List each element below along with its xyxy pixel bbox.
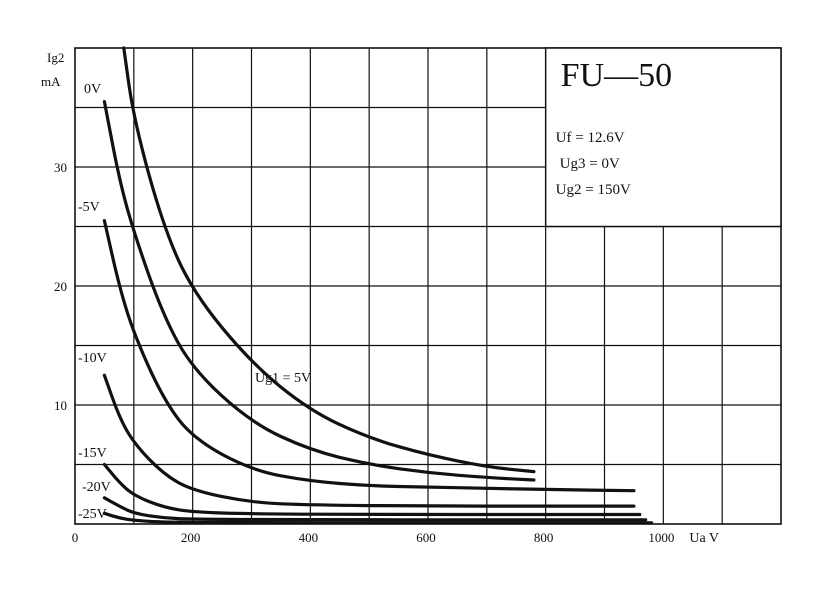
curve-labels: Ug1 = 5V 0V -5V -10V -15V -20V -25V [78,82,311,522]
chart-title: FU—50 [561,57,672,94]
x-tick-label: 200 [181,530,201,545]
y-axis-ticks: 10 20 30 [54,160,67,413]
curve-line [102,511,654,525]
condition-label: Ug2 = 150V [556,182,631,198]
x-tick-label: 0 [72,530,79,545]
curve-line [102,219,636,493]
x-axis-label: Ua V [689,531,719,546]
condition-label: Ug3 = 0V [560,156,620,172]
x-tick-label: 600 [416,530,436,545]
y-axis-label-quantity: Ig2 [47,50,64,65]
y-tick-label: 30 [54,160,67,175]
x-axis-ticks: 0 200 400 600 800 1000 [72,530,675,545]
characteristic-curves [102,46,654,525]
curve-label: -20V [82,480,111,495]
curve-label: -5V [78,200,100,215]
curve-label: 0V [84,82,101,97]
curve-line [102,462,642,517]
curve-label: -25V [78,507,107,522]
y-tick-label: 20 [54,279,67,294]
condition-label: Uf = 12.6V [556,130,625,146]
curve-label: Ug1 = 5V [255,371,311,386]
x-tick-label: 400 [299,530,319,545]
plot-grid [74,47,782,525]
curve-line [122,46,536,474]
title-box [544,47,782,228]
operating-conditions: Uf = 12.6V Ug3 = 0V Ug2 = 150V [556,130,631,198]
x-tick-label: 1000 [648,530,674,545]
curve-line [102,100,536,482]
curve-line [102,496,648,522]
curve-label: -10V [78,351,107,366]
curve-line [102,373,636,508]
y-tick-label: 10 [54,398,67,413]
x-tick-label: 800 [534,530,554,545]
curve-label: -15V [78,446,107,461]
y-axis-label-unit: mA [41,74,61,89]
